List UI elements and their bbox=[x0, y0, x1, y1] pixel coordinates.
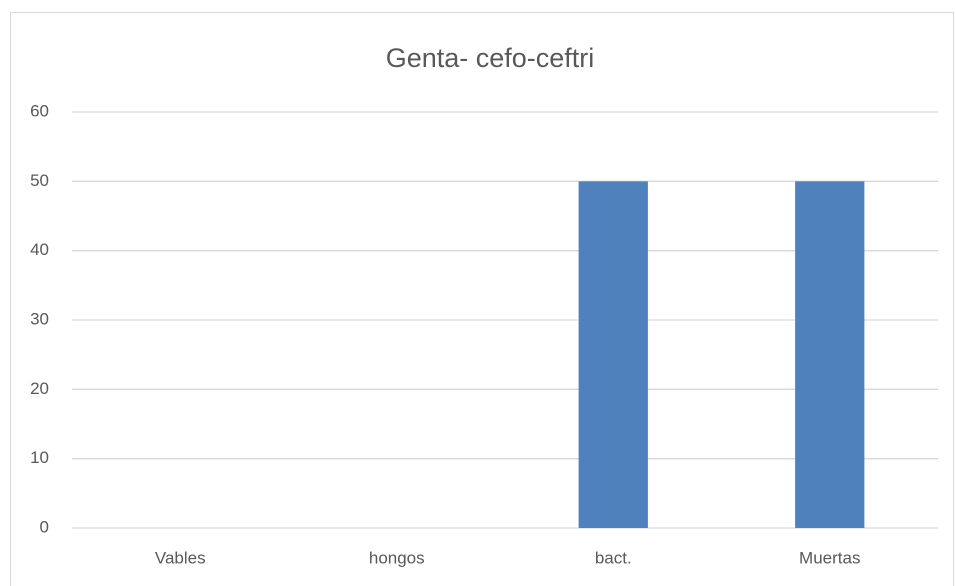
y-tick-label: 10 bbox=[30, 448, 49, 467]
x-tick-label: Vables bbox=[155, 548, 206, 567]
y-tick-label: 40 bbox=[30, 240, 49, 259]
x-tick-label: bact. bbox=[595, 548, 632, 567]
chart-title: Genta- cefo-ceftri bbox=[386, 43, 595, 73]
y-tick-label: 50 bbox=[30, 171, 49, 190]
x-tick-label: hongos bbox=[369, 548, 425, 567]
x-tick-label: Muertas bbox=[799, 548, 860, 567]
y-tick-label: 30 bbox=[30, 309, 49, 328]
y-tick-label: 0 bbox=[40, 517, 49, 536]
y-tick-label: 20 bbox=[30, 379, 49, 398]
bar bbox=[578, 181, 648, 529]
y-tick-label: 60 bbox=[30, 101, 49, 120]
bar bbox=[795, 181, 865, 529]
